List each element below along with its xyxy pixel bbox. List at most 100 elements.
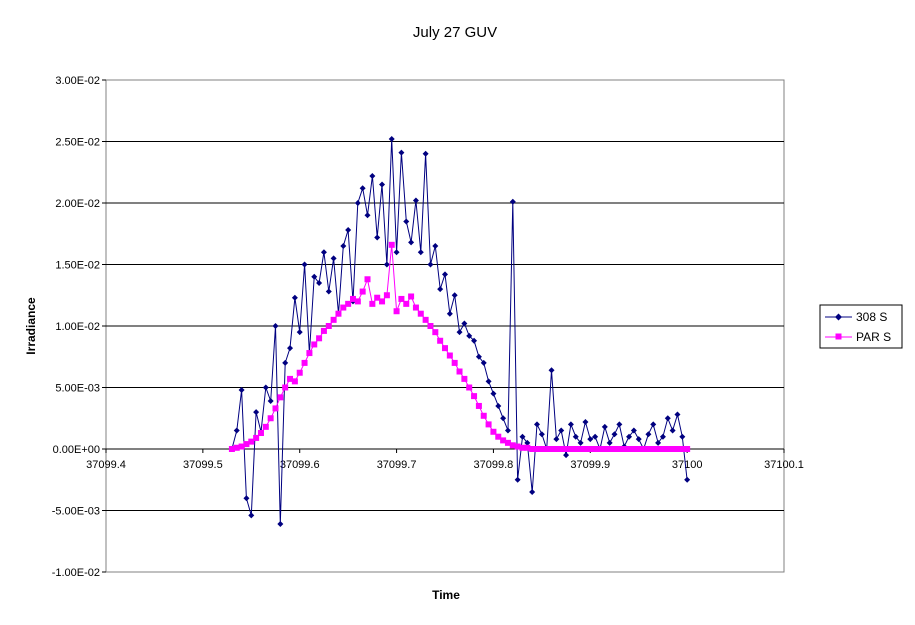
x-tick-label: 37099.5 <box>183 459 223 471</box>
data-point <box>475 402 482 409</box>
data-point <box>659 446 666 452</box>
data-point <box>596 446 603 452</box>
data-point <box>277 394 284 401</box>
data-point <box>398 149 405 156</box>
data-point <box>345 300 352 307</box>
data-point <box>374 234 381 241</box>
data-point <box>553 446 560 452</box>
data-point <box>364 276 371 283</box>
data-point <box>626 433 633 440</box>
data-point <box>621 446 628 452</box>
data-point <box>262 423 269 430</box>
data-point <box>320 327 327 334</box>
data-point <box>635 436 642 443</box>
y-tick-label: 2.00E-02 <box>55 198 100 210</box>
data-point <box>354 200 361 206</box>
y-tick-label: -1.00E-02 <box>52 567 100 579</box>
data-point <box>504 439 511 446</box>
data-point <box>243 441 250 448</box>
data-point <box>601 423 608 430</box>
data-point <box>262 384 269 391</box>
data-point <box>587 446 594 452</box>
data-point <box>485 421 492 428</box>
data-point <box>534 446 541 452</box>
data-point <box>558 427 565 434</box>
data-point <box>272 323 279 329</box>
data-point <box>238 386 245 393</box>
data-point <box>480 359 487 366</box>
data-point <box>417 249 424 256</box>
data-point <box>626 446 633 452</box>
data-point <box>369 300 376 307</box>
data-point <box>451 292 458 299</box>
data-point <box>563 452 570 459</box>
data-point <box>369 172 376 179</box>
data-point <box>577 446 584 452</box>
data-point <box>412 197 419 204</box>
data-point <box>538 431 545 438</box>
data-point <box>538 446 545 452</box>
data-point <box>684 476 691 483</box>
data-point <box>674 446 681 452</box>
data-point <box>412 304 419 311</box>
data-point <box>616 446 623 452</box>
data-point <box>393 308 400 315</box>
data-point <box>529 446 536 452</box>
legend-marker-pars <box>835 333 842 340</box>
data-point <box>514 443 521 450</box>
data-point <box>640 446 647 452</box>
data-point <box>267 415 274 422</box>
data-point <box>291 378 298 385</box>
data-point <box>291 294 298 301</box>
data-point <box>345 227 352 234</box>
x-axis-title: Time <box>432 588 460 602</box>
data-point <box>674 411 681 418</box>
data-point <box>340 243 347 250</box>
data-point <box>548 367 555 374</box>
data-point <box>630 427 637 434</box>
data-point <box>480 412 487 419</box>
data-point <box>311 273 318 280</box>
data-point <box>301 359 308 366</box>
data-point <box>577 439 584 446</box>
data-point <box>282 384 289 391</box>
data-point <box>572 446 579 452</box>
data-point <box>403 218 410 225</box>
data-point <box>301 261 308 268</box>
data-point <box>606 446 613 452</box>
data-point <box>509 442 516 449</box>
data-point <box>567 421 574 428</box>
data-point <box>582 446 589 452</box>
data-point <box>383 261 390 268</box>
data-point <box>679 446 686 452</box>
y-tick-label: 5.00E-03 <box>55 383 100 395</box>
data-point <box>437 337 444 344</box>
data-point <box>611 446 618 452</box>
data-point <box>398 295 405 302</box>
series-pars <box>228 241 691 452</box>
y-tick-label: 3.00E-02 <box>55 75 100 87</box>
y-axis-title: Irradiance <box>24 297 38 355</box>
data-point <box>316 279 323 286</box>
data-point <box>388 241 395 248</box>
data-point <box>645 431 652 438</box>
data-point <box>475 353 482 360</box>
y-tick-label: 1.50E-02 <box>55 260 100 272</box>
x-tick-label: 37099.6 <box>280 459 320 471</box>
data-point <box>490 428 497 435</box>
data-point <box>364 212 371 219</box>
data-point <box>669 446 676 452</box>
data-point <box>456 329 463 336</box>
data-point <box>534 421 541 428</box>
data-point <box>650 421 657 428</box>
data-point <box>296 369 303 376</box>
data-point <box>495 402 502 409</box>
data-point <box>630 446 637 452</box>
data-point <box>650 446 657 452</box>
data-point <box>243 495 250 502</box>
data-point <box>466 332 473 339</box>
data-point <box>257 430 264 437</box>
data-point <box>529 489 536 496</box>
data-point <box>267 398 274 405</box>
data-point <box>611 431 618 438</box>
